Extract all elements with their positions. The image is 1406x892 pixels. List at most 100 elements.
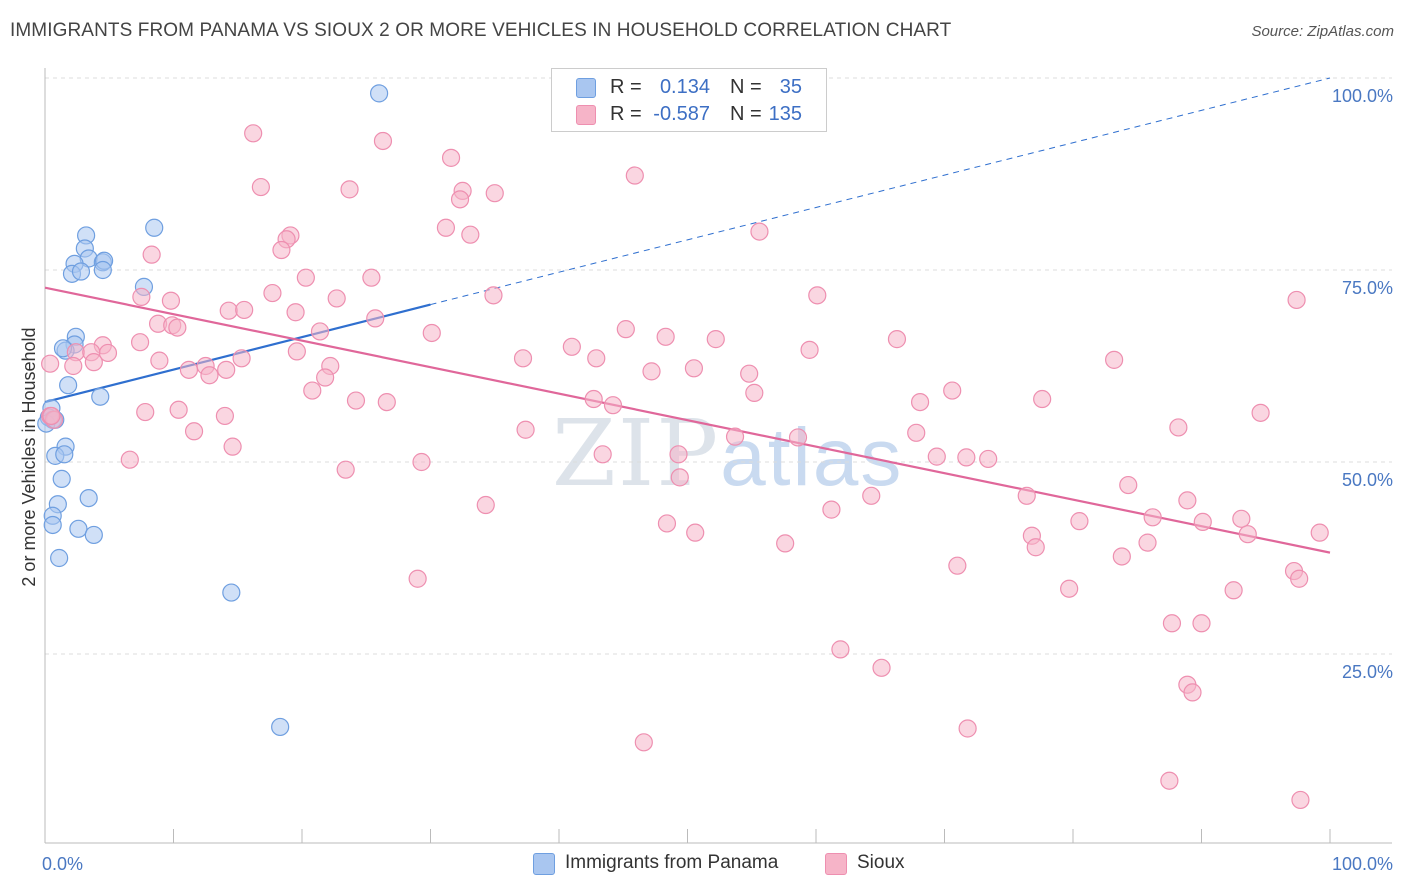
legend-n-value: 135: [768, 103, 802, 125]
point-panama: [271, 717, 290, 737]
point-sioux: [161, 291, 181, 310]
point-sioux: [1033, 389, 1052, 409]
point-sioux: [235, 300, 254, 320]
point-sioux: [484, 286, 503, 305]
point-sioux: [1290, 569, 1309, 588]
y-tick-label: 50.0%: [1342, 470, 1393, 490]
point-sioux: [200, 366, 219, 385]
point-sioux: [42, 406, 61, 426]
point-sioux: [450, 190, 470, 209]
point-sioux: [1178, 491, 1197, 510]
point-panama: [43, 515, 62, 535]
point-sioux: [373, 131, 393, 151]
point-sioux: [340, 180, 359, 199]
point-sioux: [625, 166, 644, 185]
point-sioux: [1112, 547, 1131, 566]
point-sioux: [910, 392, 930, 412]
point-sioux: [327, 289, 346, 308]
point-sioux: [316, 368, 335, 387]
point-sioux: [684, 359, 704, 378]
point-sioux: [948, 556, 967, 575]
point-sioux: [179, 360, 199, 379]
point-sioux: [310, 322, 330, 341]
point-panama: [59, 376, 78, 395]
point-sioux: [263, 283, 282, 303]
point-sioux: [412, 452, 431, 472]
legend-r-value: 0.134: [659, 76, 710, 98]
point-sioux: [669, 445, 688, 464]
point-sioux: [1232, 509, 1251, 528]
point-sioux: [408, 569, 427, 588]
point-sioux: [634, 733, 653, 752]
legend-n-label: N =: [730, 76, 762, 98]
point-sioux: [303, 381, 322, 400]
point-sioux: [1070, 512, 1089, 531]
point-sioux: [1183, 683, 1202, 702]
point-sioux: [1017, 486, 1036, 505]
point-sioux: [745, 383, 764, 402]
y-axis-label: 2 or more Vehicles in Household: [19, 327, 39, 586]
legend-r-label: R =: [610, 103, 642, 125]
point-sioux: [251, 177, 270, 197]
point-sioux: [441, 148, 461, 167]
point-panama: [222, 583, 241, 602]
point-sioux: [516, 420, 535, 439]
point-sioux: [513, 349, 533, 368]
x-tick-label: 100.0%: [1332, 854, 1393, 874]
point-sioux: [1251, 403, 1270, 422]
point-sioux: [831, 640, 850, 659]
grid-lines: [45, 77, 1392, 655]
point-sioux: [1143, 508, 1162, 527]
point-sioux: [366, 309, 385, 328]
chart-title: IMMIGRANTS FROM PANAMA VS SIOUX 2 OR MOR…: [10, 20, 952, 41]
point-sioux: [862, 486, 881, 505]
point-sioux: [346, 391, 366, 410]
y-tick-label: 75.0%: [1342, 278, 1393, 298]
point-sioux: [750, 222, 769, 241]
legend-swatch-sioux: [576, 105, 596, 125]
point-sioux: [927, 447, 946, 466]
point-sioux: [1310, 523, 1329, 542]
point-sioux: [215, 406, 234, 426]
chart-source: Source: ZipAtlas.com: [1251, 23, 1394, 40]
point-sioux: [822, 500, 841, 519]
point-panama: [55, 445, 74, 464]
point-sioux: [603, 396, 623, 415]
point-sioux: [706, 330, 725, 349]
point-sioux: [84, 353, 103, 372]
correlation-legend: R = 0.134 N = 35 R = -0.587 N = 135: [551, 68, 827, 132]
point-sioux: [958, 719, 977, 738]
point-sioux: [808, 286, 827, 305]
point-sioux: [64, 356, 83, 376]
point-sioux: [142, 245, 161, 264]
point-sioux: [642, 362, 661, 381]
point-sioux: [1287, 290, 1306, 310]
point-sioux: [776, 534, 795, 553]
point-panama: [50, 548, 69, 568]
legend-n-label: N =: [730, 103, 762, 125]
point-panama: [145, 218, 164, 237]
point-sioux: [1291, 790, 1310, 810]
tick-labels: 25.0% 50.0% 75.0% 100.0% 0.0% 100.0% 2 or more…: [19, 86, 1393, 874]
point-sioux: [184, 422, 204, 441]
point-sioux: [362, 268, 381, 287]
point-sioux: [593, 445, 612, 464]
point-sioux: [887, 330, 907, 349]
point-sioux: [461, 225, 480, 244]
point-sioux: [336, 460, 355, 479]
point-sioux: [287, 342, 306, 361]
point-sioux: [670, 468, 689, 487]
point-sioux: [657, 514, 677, 533]
point-sioux: [1105, 350, 1124, 369]
point-panama: [84, 525, 103, 545]
point-sioux: [562, 337, 581, 356]
point-sioux: [168, 318, 187, 337]
point-sioux: [41, 354, 60, 373]
point-sioux: [169, 400, 188, 419]
point-sioux: [584, 389, 603, 409]
legend-swatch-panama: [576, 78, 596, 98]
bottom-legend-swatch-panama: [533, 853, 555, 875]
watermark-zip: ZIP: [552, 400, 721, 507]
point-sioux: [296, 268, 315, 287]
